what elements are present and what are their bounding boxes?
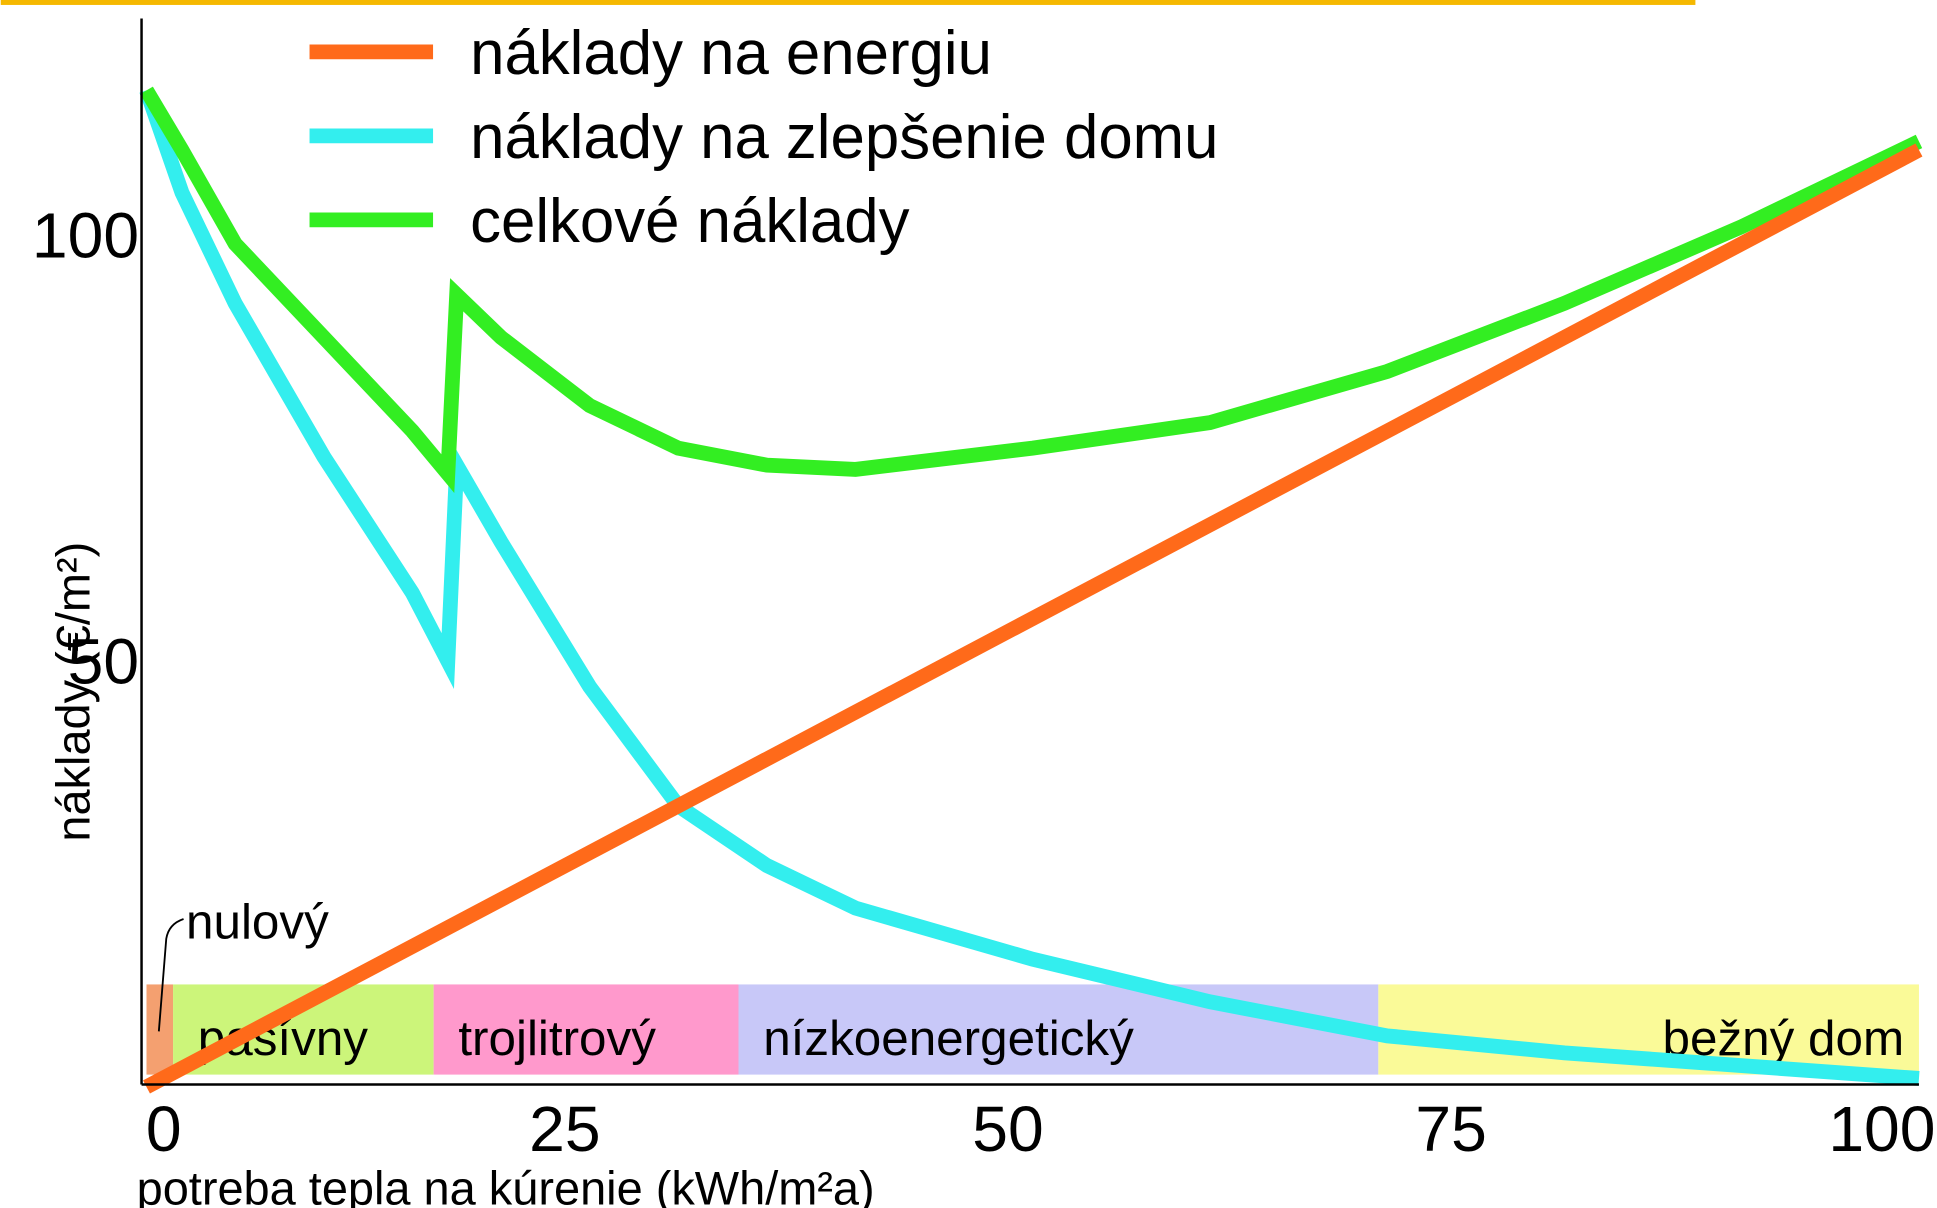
x-tick-label: 25: [529, 1093, 600, 1165]
zone-label: nízkoenergetický: [763, 1011, 1134, 1066]
x-tick-label: 75: [1415, 1093, 1486, 1165]
x-tick-label: 0: [146, 1093, 182, 1165]
legend-label: náklady na zlepšenie domu: [470, 103, 1218, 172]
top-bar: [0, 0, 1696, 5]
y-tick-label: 100: [32, 199, 139, 271]
lines: [139, 86, 1923, 1094]
series-line: [139, 87, 1920, 1086]
x-tick-label: 50: [972, 1093, 1043, 1165]
zone-band: [738, 984, 1379, 1075]
x-axis-title: potreba tepla na kúrenie (kWh/m²a): [137, 1162, 875, 1208]
legend-label: náklady na energiu: [470, 19, 992, 88]
y-axis-title: náklady (€/m²): [48, 542, 100, 842]
zone-band: [433, 984, 739, 1075]
y-tick-label: 50: [68, 625, 139, 697]
zone-label: nulový: [186, 895, 329, 950]
x-tick-label: 100: [1828, 1093, 1935, 1165]
series-line: [140, 86, 1923, 494]
leader-line: [157, 918, 184, 1032]
legend-label: celkové náklady: [470, 187, 909, 256]
zone-label: trojlitrový: [458, 1011, 656, 1066]
series-line: [143, 143, 1923, 1094]
